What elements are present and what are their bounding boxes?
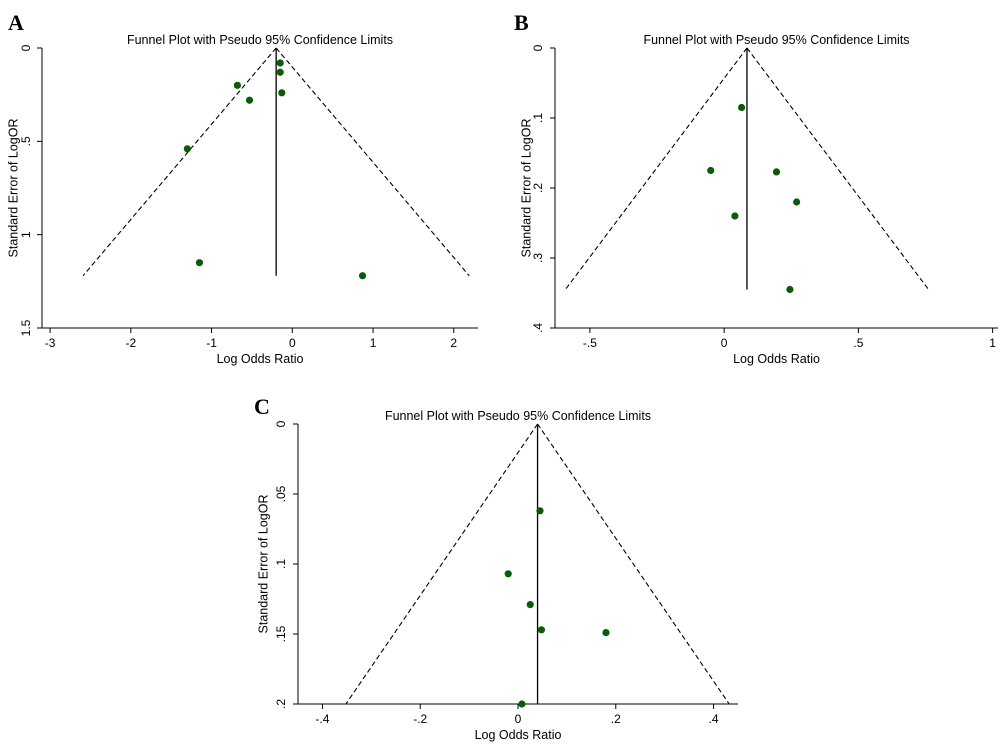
panel-a: A Funnel Plot with Pseudo 95% Confidence … bbox=[6, 10, 478, 366]
y-tick-label: 1 bbox=[19, 231, 33, 238]
x-tick-label: .5 bbox=[853, 336, 863, 350]
lower-confidence-limit bbox=[564, 47, 748, 290]
study-point bbox=[793, 198, 801, 206]
x-tick-label: -.5 bbox=[583, 336, 597, 350]
study-point bbox=[731, 212, 739, 220]
x-tick-label: -.2 bbox=[413, 712, 427, 726]
x-tick-label: .2 bbox=[611, 712, 621, 726]
study-point bbox=[537, 626, 546, 634]
y-tick-label: .5 bbox=[19, 136, 33, 146]
y-axis-label: Standard Error of LogOR bbox=[6, 119, 20, 258]
study-point bbox=[536, 507, 544, 515]
chart-title: Funnel Plot with Pseudo 95% Confidence L… bbox=[127, 33, 393, 47]
y-tick-label: .05 bbox=[274, 485, 288, 502]
y-axis-label: Standard Error of LogOR bbox=[519, 119, 533, 258]
y-tick-label: .1 bbox=[274, 559, 288, 569]
y-axis-label: Standard Error of LogOR bbox=[256, 495, 270, 634]
x-tick-label: -2 bbox=[125, 336, 136, 350]
panel-c: C Funnel Plot with Pseudo 95% Confidence … bbox=[254, 394, 738, 742]
y-tick-label: 0 bbox=[531, 44, 545, 51]
x-tick-label: 0 bbox=[515, 712, 522, 726]
y-tick-label: .2 bbox=[531, 183, 545, 193]
x-tick-label: 0 bbox=[289, 336, 296, 350]
study-point bbox=[358, 272, 367, 280]
study-point bbox=[233, 81, 241, 89]
panel-letter: A bbox=[8, 10, 24, 35]
panel-letter: C bbox=[254, 394, 270, 419]
x-tick-label: -1 bbox=[206, 336, 217, 350]
study-point bbox=[772, 168, 781, 176]
y-tick-label: 1.5 bbox=[19, 319, 33, 336]
chart-title: Funnel Plot with Pseudo 95% Confidence L… bbox=[385, 409, 651, 423]
y-tick-label: .1 bbox=[531, 113, 545, 123]
y-tick-label: .2 bbox=[274, 699, 288, 709]
x-tick-label: 2 bbox=[450, 336, 457, 350]
study-point bbox=[786, 285, 794, 294]
y-tick-label: .3 bbox=[531, 253, 545, 263]
study-point bbox=[737, 103, 746, 112]
x-tick-label: 0 bbox=[721, 336, 728, 350]
study-point bbox=[707, 166, 715, 175]
y-tick-label: 0 bbox=[19, 44, 33, 51]
y-tick-label: .4 bbox=[531, 323, 545, 333]
lower-confidence-limit bbox=[82, 47, 277, 277]
x-tick-label: 1 bbox=[989, 336, 996, 350]
x-tick-label: -3 bbox=[45, 336, 56, 350]
study-point bbox=[504, 570, 512, 578]
panel-letter: B bbox=[514, 10, 529, 35]
upper-confidence-limit bbox=[275, 47, 470, 277]
x-axis-label: Log Odds Ratio bbox=[733, 352, 820, 366]
panel-b: B Funnel Plot with Pseudo 95% Confidence … bbox=[514, 10, 998, 366]
study-point bbox=[276, 68, 284, 76]
study-point bbox=[602, 629, 610, 637]
x-axis-label: Log Odds Ratio bbox=[217, 352, 304, 366]
x-tick-label: .4 bbox=[709, 712, 719, 726]
study-point bbox=[276, 59, 284, 67]
study-point bbox=[195, 259, 204, 267]
y-tick-label: .15 bbox=[274, 625, 288, 642]
chart-title: Funnel Plot with Pseudo 95% Confidence L… bbox=[643, 33, 909, 47]
study-point bbox=[183, 145, 191, 153]
lower-confidence-limit bbox=[345, 423, 539, 705]
study-point bbox=[518, 700, 526, 708]
y-tick-label: 0 bbox=[274, 420, 288, 427]
upper-confidence-limit bbox=[746, 47, 929, 290]
x-tick-label: -.4 bbox=[315, 712, 329, 726]
study-point bbox=[526, 601, 534, 609]
upper-confidence-limit bbox=[537, 423, 730, 705]
study-point bbox=[245, 96, 254, 104]
study-point bbox=[278, 89, 286, 97]
x-tick-label: 1 bbox=[370, 336, 377, 350]
x-axis-label: Log Odds Ratio bbox=[475, 728, 562, 742]
